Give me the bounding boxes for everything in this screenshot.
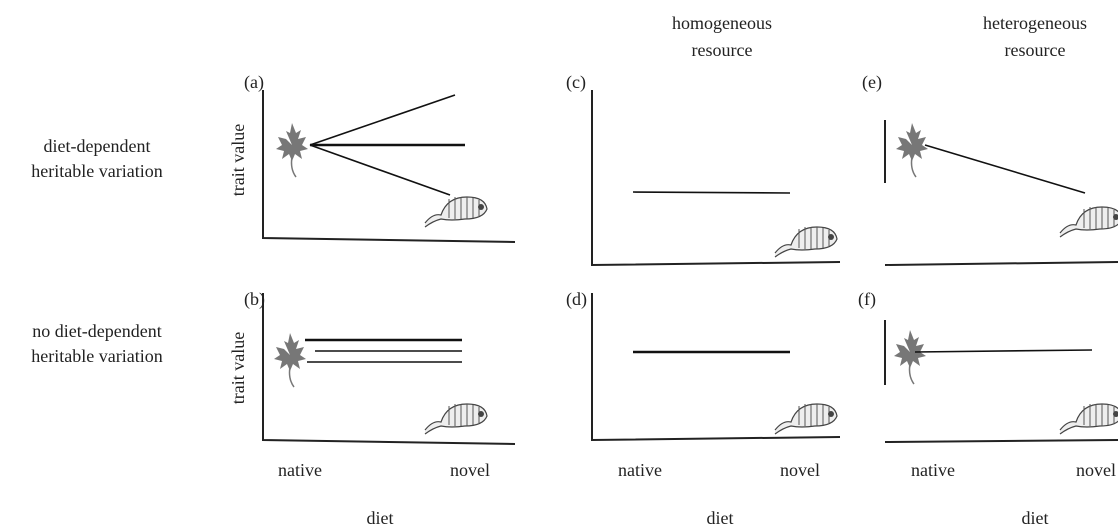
x-tick-label: native <box>618 460 662 480</box>
amphipod-icon <box>1060 207 1118 237</box>
row-label: no diet-dependent <box>32 321 161 341</box>
amphipod-icon <box>775 227 837 257</box>
trend-line <box>915 350 1092 352</box>
x-tick-label: native <box>278 460 322 480</box>
column-header: resource <box>692 40 753 60</box>
panel-label: (c) <box>566 72 586 93</box>
leaf-icon <box>894 330 926 384</box>
column-header: resource <box>1005 40 1066 60</box>
panel-label: (b) <box>244 289 265 310</box>
x-tick-label: novel <box>1076 460 1116 480</box>
x-axis-label: diet <box>1022 508 1049 528</box>
row-label: heritable variation <box>31 346 162 366</box>
x-axis-label: diet <box>707 508 734 528</box>
amphipod-icon <box>425 404 487 434</box>
leaf-icon <box>896 123 928 177</box>
leaf-icon <box>274 333 306 387</box>
trend-line <box>925 145 1085 193</box>
column-header: heterogeneous <box>983 13 1087 33</box>
column-header: homogeneous <box>672 13 772 33</box>
row-label: heritable variation <box>31 161 162 181</box>
amphipod-icon <box>1060 404 1118 434</box>
x-tick-label: native <box>911 460 955 480</box>
figure: homogeneous resource heterogeneous resou… <box>0 0 1118 529</box>
trend-line <box>633 192 790 193</box>
panel-label: (d) <box>566 289 587 310</box>
x-axis-label: diet <box>367 508 394 528</box>
y-axis-label: trait value <box>228 332 248 404</box>
y-axis-label: trait value <box>228 124 248 196</box>
panel-label: (e) <box>862 72 882 93</box>
trend-line <box>310 95 455 145</box>
x-tick-label: novel <box>780 460 820 480</box>
amphipod-icon <box>775 404 837 434</box>
axes <box>263 90 515 242</box>
panel-label: (f) <box>858 289 876 310</box>
leaf-icon <box>276 123 308 177</box>
trend-line <box>310 145 450 195</box>
panel-label: (a) <box>244 72 264 93</box>
amphipod-icon <box>425 197 487 227</box>
x-tick-label: novel <box>450 460 490 480</box>
row-label: diet-dependent <box>44 136 151 156</box>
